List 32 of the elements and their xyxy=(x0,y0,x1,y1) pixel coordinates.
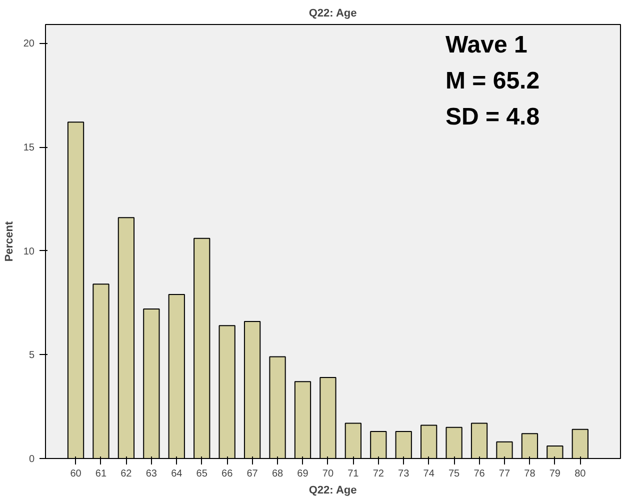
y-tick-label: 15 xyxy=(23,142,35,154)
x-tick-label: 69 xyxy=(297,468,309,480)
y-tick-label: 0 xyxy=(28,454,35,465)
annotation: M = 65.2 xyxy=(446,68,540,94)
x-tick-label: 68 xyxy=(272,468,284,480)
y-tick-label: 5 xyxy=(28,350,35,362)
x-tick-label: 77 xyxy=(498,468,510,480)
x-tick-label: 66 xyxy=(222,468,234,480)
y-tick-label: 10 xyxy=(23,246,35,258)
x-tick-label: 73 xyxy=(398,468,410,480)
x-tick-label: 76 xyxy=(474,468,486,480)
x-tick-label: 60 xyxy=(70,468,82,480)
x-axis-title: Q22: Age xyxy=(308,484,357,496)
x-tick-label: 67 xyxy=(246,468,258,480)
y-axis-title: Percent xyxy=(3,220,16,262)
x-tick-label: 75 xyxy=(448,468,460,480)
chart-title: Q22: Age xyxy=(308,8,357,20)
x-tick-label: 71 xyxy=(348,468,360,480)
x-tick-label: 61 xyxy=(95,468,107,480)
x-tick-label: 70 xyxy=(322,468,334,480)
x-tick-label: 62 xyxy=(120,468,132,480)
annotation: Wave 1 xyxy=(446,32,528,58)
x-tick-label: 79 xyxy=(549,468,561,480)
annotation: SD = 4.8 xyxy=(446,104,540,130)
x-tick-label: 80 xyxy=(574,468,586,480)
x-tick-label: 78 xyxy=(524,468,536,480)
x-tick-label: 65 xyxy=(196,468,208,480)
y-tick-label: 20 xyxy=(23,38,35,50)
x-tick-label: 72 xyxy=(372,468,384,480)
x-tick-label: 64 xyxy=(171,468,183,480)
x-tick-label: 74 xyxy=(423,468,435,480)
x-tick-label: 63 xyxy=(146,468,158,480)
